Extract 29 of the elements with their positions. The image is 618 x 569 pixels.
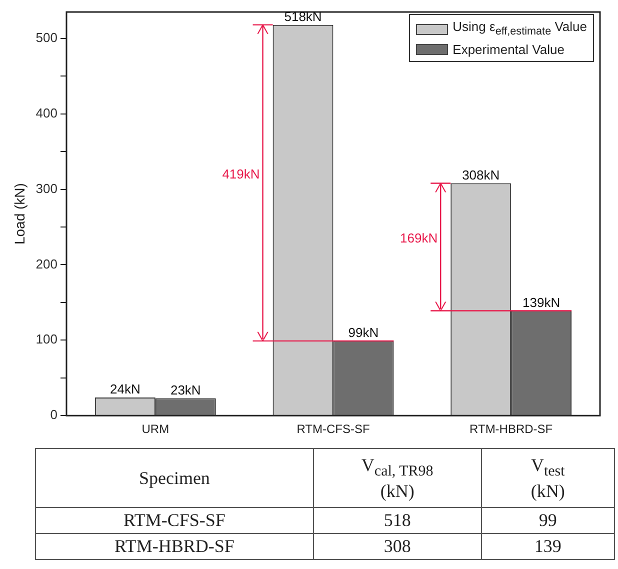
text: RTM-CFS-SF: [36, 508, 314, 534]
y-tick-label: 0: [50, 407, 58, 422]
data-label: 23kN: [170, 382, 201, 398]
text: 518: [313, 508, 482, 534]
data-label: 139kN: [522, 294, 560, 310]
y-tick-label: 400: [36, 105, 58, 120]
data-label: 518kN: [284, 8, 322, 24]
x-tick-label: URM: [142, 422, 170, 436]
text: V$_{test}$ (kN): [481, 448, 614, 508]
x-tick-label: RTM-CFS-SF: [296, 422, 370, 436]
text: 139: [481, 534, 614, 560]
y-axis-title: Load (kN): [11, 183, 28, 245]
legend-label: Using ε$_{eff,estimate}$ Value: [452, 18, 587, 40]
text: RTM-HBRD-SF: [36, 534, 314, 560]
data-label: 24kN: [110, 382, 140, 397]
y-tick-label: 500: [36, 30, 58, 45]
y-tick-label: 200: [36, 256, 58, 272]
annotation: 169kN: [400, 230, 438, 246]
text: 99: [481, 508, 614, 534]
text: Specimen: [36, 448, 314, 508]
y-tick-label: 100: [36, 332, 58, 347]
y-tick-label: 300: [36, 180, 58, 196]
text: 308: [313, 534, 482, 560]
annotation: 419kN: [222, 166, 260, 182]
text: V$_{cal, TR98}$ (kN): [313, 448, 482, 508]
data-label: 308kN: [462, 167, 500, 182]
x-tick-label: RTM-HBRD-SF: [470, 422, 553, 436]
legend-label: Experimental Value: [452, 40, 564, 58]
data-label: 99kN: [348, 324, 379, 340]
